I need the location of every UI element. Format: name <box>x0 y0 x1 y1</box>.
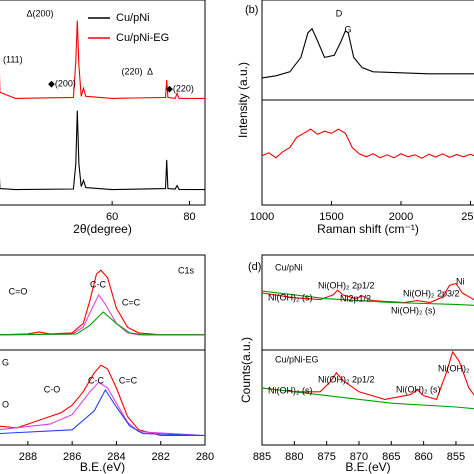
annotation: Ni(OH)₂ 2p1/2 <box>318 280 375 290</box>
x-tick-label: 875 <box>317 451 335 463</box>
y-axis-label: Intensity (a.u.) <box>236 62 250 138</box>
annotation: C=O <box>9 286 28 296</box>
series-line <box>261 387 474 410</box>
annotation: Ni(OH)₂ (s) <box>396 384 440 394</box>
x-tick-label: 1000 <box>250 211 274 223</box>
x-tick-label: 286 <box>63 451 81 463</box>
annotation: Ni(OH)₂ (s) <box>391 305 435 315</box>
x-axis-label: B.E.(eV) <box>345 460 390 474</box>
x-tick-label: 280 <box>196 451 214 463</box>
series-line <box>261 282 474 304</box>
x-tick-label: 1500 <box>319 211 343 223</box>
annotation: C=C <box>119 375 138 385</box>
series-line <box>0 311 205 336</box>
annotation: ◆(220) <box>166 83 194 93</box>
series-line <box>0 388 206 437</box>
x-tick-label: 865 <box>382 451 400 463</box>
x-tick-label: 880 <box>285 451 303 463</box>
annotation: Ni(OH)₂ (s) <box>268 385 312 395</box>
annotation: G <box>2 357 9 367</box>
panel-label: (d) <box>248 261 261 273</box>
x-axis-label: 2θ(degree) <box>73 222 132 236</box>
annotation: C1s <box>178 265 195 275</box>
annotation: Ni(OH)₂ 2p3/2 <box>403 288 460 298</box>
annotation: O <box>2 399 9 409</box>
legend-label: Cu/pNi <box>116 12 150 24</box>
annotation: ◆(200) <box>48 78 76 88</box>
x-tick-label: 870 <box>350 451 368 463</box>
x-tick-label: 284 <box>107 451 125 463</box>
series-line <box>0 381 206 437</box>
x-tick-label: 860 <box>414 451 432 463</box>
x-tick-label: 2000 <box>389 211 413 223</box>
x-tick-label: 855 <box>447 451 465 463</box>
x-tick-label: 60 <box>106 211 118 223</box>
annotation: Ni2p1/2 <box>340 293 371 303</box>
plot-frame <box>0 0 206 206</box>
x-tick-label: 288 <box>19 451 37 463</box>
plot-frame <box>261 0 474 206</box>
series-line <box>0 110 206 191</box>
legend-label: Cu/pNi-EG <box>116 32 169 44</box>
x-tick-label: 282 <box>152 451 170 463</box>
annotation: G <box>344 24 351 34</box>
annotation: Ni(OH)₂ (s) <box>268 292 312 302</box>
annotation: C=C <box>122 297 141 307</box>
series-line <box>261 27 474 79</box>
x-tick-label: 885 <box>253 451 271 463</box>
series-line <box>0 269 205 336</box>
annotation: Cu/pNi <box>275 262 303 272</box>
annotation: (111) <box>3 54 23 64</box>
annotation: Cu/pNi-EG <box>275 354 319 364</box>
series-line <box>0 293 205 336</box>
annotation: D <box>336 8 343 18</box>
annotation: Ni <box>456 276 465 286</box>
series-line <box>0 364 205 437</box>
annotation: Ni(OH)₂ <box>438 363 470 373</box>
x-tick-label: 250 <box>461 211 474 223</box>
annotation: (220) <box>121 66 142 76</box>
x-tick-label: 80 <box>183 211 195 223</box>
annotation: Δ <box>147 66 153 76</box>
panel-label: (b) <box>245 4 258 16</box>
annotation: C-O <box>44 384 61 394</box>
series-line <box>261 290 474 306</box>
series-line <box>0 20 205 100</box>
annotation: C-C <box>88 375 104 385</box>
annotation: Ni(OH)₂ 2p1/2 <box>318 374 375 384</box>
series-line <box>261 128 474 159</box>
x-axis-label: Raman shift (cm⁻¹) <box>317 222 419 236</box>
series-line <box>261 350 474 401</box>
x-axis-label: B.E.(eV) <box>80 460 125 474</box>
annotation: C-C <box>90 279 106 289</box>
annotation: Δ(200) <box>26 8 53 18</box>
y-axis-label: Counts(a.u.) <box>239 337 253 403</box>
